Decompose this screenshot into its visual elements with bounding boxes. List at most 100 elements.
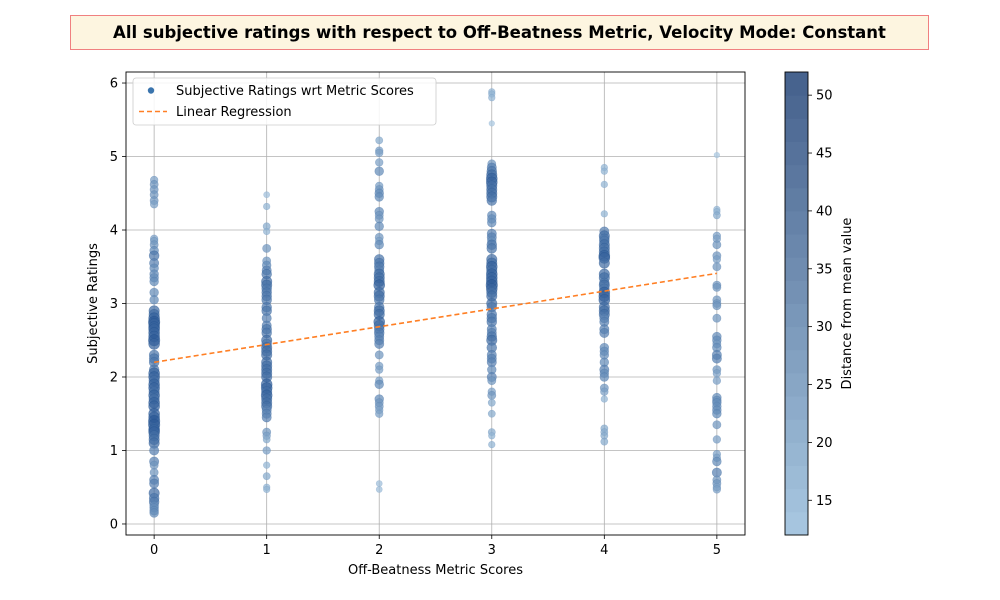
data-point xyxy=(712,369,722,378)
data-point xyxy=(711,353,722,364)
data-point xyxy=(712,435,722,444)
data-point xyxy=(374,166,384,176)
data-point xyxy=(600,437,609,446)
data-point xyxy=(375,158,384,167)
data-point xyxy=(598,257,610,269)
data-point xyxy=(712,211,721,220)
data-point xyxy=(149,295,159,305)
colorbar-band xyxy=(785,511,808,536)
data-point xyxy=(375,136,384,145)
colorbar-band xyxy=(785,234,808,258)
data-point xyxy=(599,372,610,382)
axis-ticks: 0 1 2 3 4 5 0 1 2 3 4 5 6 xyxy=(110,77,721,558)
legend: Subjective Ratings wrt Metric Scores Line… xyxy=(132,77,437,126)
data-point xyxy=(487,409,496,418)
colorbar-band xyxy=(785,372,808,397)
data-point xyxy=(263,202,271,211)
data-point xyxy=(375,365,384,374)
colorbar-frame xyxy=(784,71,809,536)
data-point xyxy=(263,227,271,236)
legend-label-scatter: Subjective Ratings wrt Metric Scores xyxy=(176,84,414,99)
data-point xyxy=(712,262,722,272)
regression-line xyxy=(154,272,717,364)
data-point xyxy=(487,376,497,386)
colorbar-tick-label: 25 xyxy=(816,378,833,393)
data-point xyxy=(600,387,609,396)
x-tick-label: 2 xyxy=(375,543,383,558)
data-point xyxy=(712,456,722,467)
data-point xyxy=(149,276,159,287)
data-point xyxy=(261,412,272,423)
data-point xyxy=(149,445,160,456)
colorbar-tick-label: 45 xyxy=(816,147,833,162)
x-tick-label: 3 xyxy=(488,543,496,558)
x-tick-label: 0 xyxy=(150,543,158,558)
colorbar-band xyxy=(785,95,808,119)
colorbar-band xyxy=(785,210,808,235)
data-point xyxy=(375,486,383,493)
colorbar: 15 20 25 30 35 40 45 50 Distance from mean value xyxy=(784,71,855,536)
data-point xyxy=(262,446,271,455)
colorbar-tick-label: 35 xyxy=(816,262,833,277)
data-point xyxy=(712,409,722,419)
x-tick-label: 5 xyxy=(713,543,721,558)
colorbar-band xyxy=(785,349,808,374)
data-point xyxy=(712,485,722,494)
colorbar-tick-label: 20 xyxy=(816,436,833,451)
data-point xyxy=(712,420,722,430)
data-point xyxy=(148,338,160,350)
colorbar-band xyxy=(785,396,808,420)
data-point xyxy=(262,243,272,253)
x-tick-label: 4 xyxy=(600,543,608,558)
colorbar-tick-label: 40 xyxy=(816,204,833,219)
data-point xyxy=(262,472,271,481)
y-tick-label: 4 xyxy=(110,224,118,239)
colorbar-band xyxy=(785,419,808,443)
data-point xyxy=(149,460,159,470)
data-point xyxy=(263,191,271,199)
colorbar-band xyxy=(785,488,808,513)
colorbar-band xyxy=(785,118,808,142)
data-point xyxy=(488,120,495,127)
colorbar-band xyxy=(785,326,808,351)
colorbar-band xyxy=(785,280,808,304)
y-tick-label: 3 xyxy=(110,297,118,312)
data-point xyxy=(375,480,383,487)
chart-title: All subjective ratings with respect to O… xyxy=(70,15,929,50)
colorbar-label: Distance from mean value xyxy=(840,218,855,390)
data-point xyxy=(262,435,271,444)
data-point xyxy=(374,192,384,202)
data-point xyxy=(488,432,496,440)
y-tick-label: 1 xyxy=(110,444,118,459)
data-point xyxy=(488,94,496,102)
data-point xyxy=(263,485,271,494)
data-point xyxy=(599,327,610,338)
colorbar-tick-label: 30 xyxy=(816,320,833,335)
colorbar-band xyxy=(785,303,808,328)
data-point xyxy=(712,255,722,264)
colorbar-band xyxy=(785,187,808,212)
data-point xyxy=(263,461,271,469)
data-point xyxy=(374,240,384,250)
grid xyxy=(126,72,745,535)
data-point xyxy=(712,313,722,323)
data-point xyxy=(374,221,384,232)
colorbar-band xyxy=(785,72,808,96)
x-tick-label: 1 xyxy=(263,543,271,558)
data-point xyxy=(712,376,722,385)
data-point xyxy=(600,180,608,189)
data-point xyxy=(712,282,722,292)
colorbar-tick-label: 15 xyxy=(816,494,833,509)
data-point xyxy=(149,478,160,489)
colorbar-band xyxy=(785,141,808,166)
data-point xyxy=(600,210,608,218)
y-tick-label: 2 xyxy=(110,370,118,385)
data-point xyxy=(487,217,497,228)
y-tick-label: 0 xyxy=(110,517,118,532)
data-point xyxy=(375,148,384,158)
data-point xyxy=(487,390,497,400)
colorbar-band xyxy=(785,442,808,467)
data-point xyxy=(712,301,722,311)
